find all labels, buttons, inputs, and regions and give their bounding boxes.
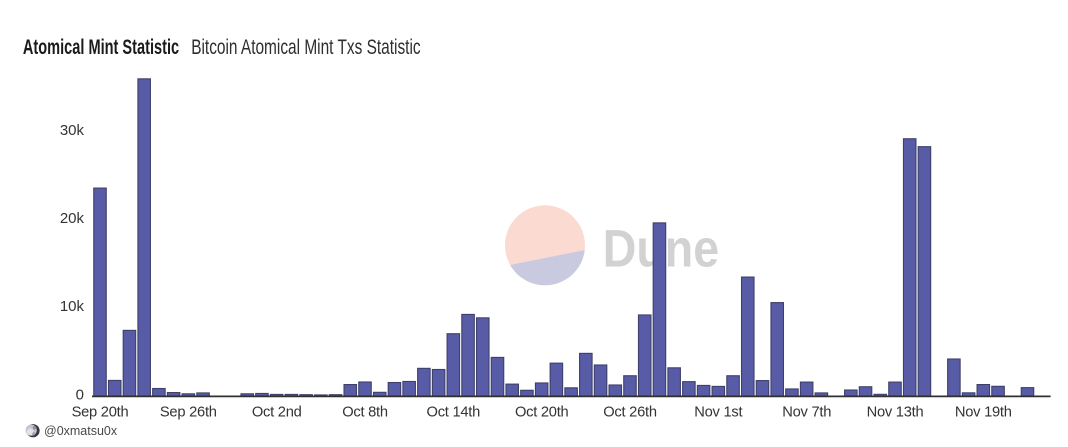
svg-text:Oct 8th: Oct 8th xyxy=(342,405,388,421)
svg-text:Nov 13th: Nov 13th xyxy=(867,405,924,421)
svg-text:20k: 20k xyxy=(60,210,85,227)
svg-text:Oct 2nd: Oct 2nd xyxy=(252,405,302,421)
svg-text:Oct 20th: Oct 20th xyxy=(515,405,569,421)
svg-text:Sep 20th: Sep 20th xyxy=(72,405,129,421)
svg-text:0: 0 xyxy=(76,386,84,403)
svg-text:Nov 7th: Nov 7th xyxy=(782,405,831,421)
svg-text:Nov 19th: Nov 19th xyxy=(955,405,1012,421)
svg-text:Atomical Mint Statistic: Atomical Mint Statistic xyxy=(23,35,179,59)
svg-text:Nov 1st: Nov 1st xyxy=(694,405,742,421)
svg-text:10k: 10k xyxy=(60,298,85,315)
svg-text:Oct 26th: Oct 26th xyxy=(603,405,657,421)
svg-text:@0xmatsu0x: @0xmatsu0x xyxy=(44,424,118,438)
svg-text:30k: 30k xyxy=(60,122,85,139)
svg-text:Oct 14th: Oct 14th xyxy=(427,405,481,421)
svg-text:Bitcoin Atomical Mint Txs Stat: Bitcoin Atomical Mint Txs Statistic xyxy=(191,35,421,59)
svg-text:Sep 26th: Sep 26th xyxy=(160,405,217,421)
